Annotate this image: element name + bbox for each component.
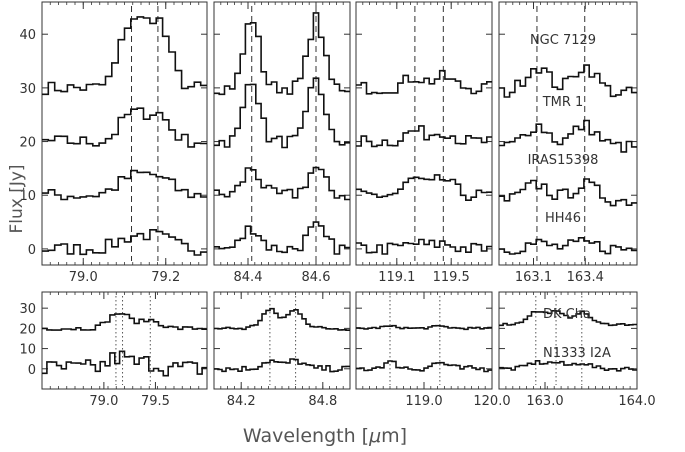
x-tick-label: 119.5 bbox=[433, 270, 470, 285]
spectrum-3 bbox=[42, 229, 207, 256]
spectrum-2 bbox=[214, 166, 350, 201]
y-tick-label: 10 bbox=[19, 343, 36, 358]
spectrum-0 bbox=[42, 16, 207, 96]
x-tick-label: 84.6 bbox=[302, 270, 331, 285]
spectrum-0 bbox=[214, 12, 350, 96]
x-axis-label-end: m] bbox=[381, 425, 407, 447]
x-tick-label: 163.0 bbox=[526, 394, 563, 409]
spectrum-2 bbox=[499, 178, 637, 207]
source-label: NGC 7129 bbox=[530, 33, 596, 48]
y-tick-label: 0 bbox=[28, 243, 36, 258]
spectrum-0 bbox=[214, 307, 350, 331]
spectrum-0 bbox=[356, 324, 492, 331]
y-tick-label: 10 bbox=[19, 189, 36, 204]
spectrum-3 bbox=[356, 238, 492, 255]
panel-top_row-3: 163.1 163.4 bbox=[498, 1, 638, 285]
x-axis-label-main: Wavelength [ bbox=[243, 425, 369, 447]
y-tick-label: 30 bbox=[19, 82, 36, 97]
source-label: TMR 1 bbox=[542, 95, 584, 110]
x-axis-label-mu: μ bbox=[368, 425, 381, 447]
x-tick-label: 79.2 bbox=[151, 270, 180, 285]
spectrum-2 bbox=[42, 169, 207, 201]
panel-top_row-2: 119.1 119.5 bbox=[355, 1, 493, 285]
x-tick-label: 120.0 bbox=[473, 394, 510, 409]
spectrum-1 bbox=[499, 360, 637, 372]
source-label: N1333 I2A bbox=[543, 346, 611, 361]
panel-frame bbox=[41, 291, 208, 390]
y-tick-label: 0 bbox=[28, 363, 36, 378]
spectrum-3 bbox=[214, 221, 350, 255]
x-tick-label: 119.1 bbox=[378, 270, 415, 285]
y-axis-label: Flux [Jy] bbox=[7, 164, 27, 233]
spectrum-1 bbox=[499, 119, 637, 153]
panel-bottom_row-2: 119.0 120.0 bbox=[355, 291, 511, 409]
spectrum-0 bbox=[499, 64, 637, 98]
spectrum-2 bbox=[356, 174, 492, 201]
labels-layer: Flux [Jy] Wavelength [μm] bbox=[7, 164, 407, 447]
spectrum-1 bbox=[214, 77, 350, 149]
x-axis-label: Wavelength [μm] bbox=[243, 425, 407, 447]
spectrum-0 bbox=[42, 313, 207, 331]
spectrum-1 bbox=[42, 107, 207, 148]
x-tick-label: 79.5 bbox=[141, 394, 170, 409]
spectrum-1 bbox=[356, 360, 492, 373]
y-tick-label: 20 bbox=[19, 322, 36, 337]
x-tick-label: 84.2 bbox=[227, 394, 256, 409]
panel-bottom_row-0: 79.0 79.5 bbox=[41, 291, 208, 409]
source-label: IRAS15398 bbox=[528, 153, 599, 168]
panels-layer: 79.0 79.2 84.4 84.6 119.1 119.5 163.1 163.4 0 10 2… bbox=[19, 1, 656, 409]
panel-top_row-0: 79.0 79.2 bbox=[41, 1, 208, 285]
x-tick-label: 119.0 bbox=[405, 394, 442, 409]
x-tick-label: 84.8 bbox=[308, 394, 337, 409]
x-tick-label: 79.0 bbox=[89, 394, 118, 409]
panel-bottom_row-3: 163.0 164.0 bbox=[498, 291, 656, 409]
panel-frame bbox=[213, 291, 351, 390]
x-tick-label: 164.0 bbox=[618, 394, 655, 409]
y-tick-label: 20 bbox=[19, 136, 36, 151]
panel-frame bbox=[41, 1, 208, 266]
x-tick-label: 163.1 bbox=[515, 270, 552, 285]
panel-top_row-1: 84.4 84.6 bbox=[213, 1, 351, 285]
spectrum-1 bbox=[214, 358, 350, 373]
spectrum-1 bbox=[42, 350, 207, 377]
source-label: DK Cha bbox=[543, 307, 591, 322]
spectrum-1 bbox=[356, 125, 492, 148]
x-tick-label: 84.4 bbox=[234, 270, 263, 285]
panel-bottom_row-1: 84.2 84.8 bbox=[213, 291, 351, 409]
x-tick-label: 79.0 bbox=[69, 270, 98, 285]
x-tick-label: 163.4 bbox=[567, 270, 604, 285]
spectrum-0 bbox=[356, 69, 492, 95]
y-tick-label: 40 bbox=[19, 28, 36, 43]
spectrum-3 bbox=[499, 237, 637, 255]
y-tick-label: 30 bbox=[19, 302, 36, 317]
source-label: HH46 bbox=[545, 211, 581, 226]
panel-frame bbox=[355, 291, 493, 390]
spectrum-0 bbox=[499, 310, 637, 327]
